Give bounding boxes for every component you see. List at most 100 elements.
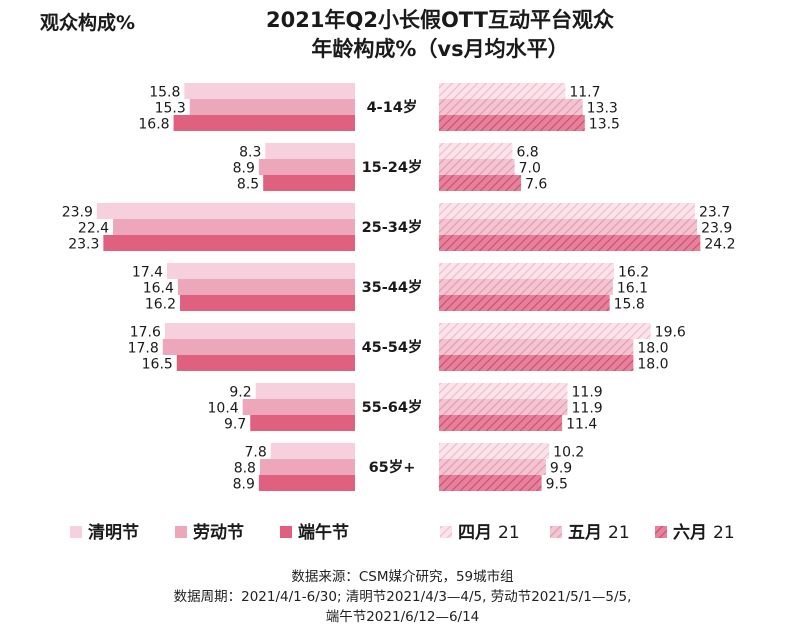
- chart-title: 2021年Q2小长假OTT互动平台观众 年龄构成%（vs月均水平）: [200, 6, 680, 64]
- right-bar: [439, 263, 614, 279]
- right-bar: [439, 443, 550, 459]
- right-bar: [439, 83, 566, 99]
- right-bar-value-label: 19.6: [655, 325, 686, 341]
- right-bar: [439, 279, 613, 295]
- left-bar: [176, 355, 355, 371]
- left-bar: [180, 295, 355, 311]
- right-bar: [439, 175, 522, 191]
- category-label: 35-44岁: [362, 278, 423, 296]
- right-bar-value-label: 9.5: [546, 477, 568, 493]
- right-bar: [439, 399, 568, 415]
- category-label: 65岁+: [369, 458, 416, 476]
- right-bar-value-label: 23.7: [699, 205, 730, 221]
- left-bar-value-label: 16.8: [138, 117, 169, 133]
- right-bar-value-label: 10.2: [553, 445, 584, 461]
- right-bar-value-label: 13.3: [587, 101, 618, 117]
- right-bar: [439, 475, 542, 491]
- right-bar: [439, 219, 698, 235]
- footer-notes: 数据来源：CSM媒介研究，59城市组 数据周期：2021/4/1-6/30; 清…: [0, 567, 805, 627]
- left-bar-value-label: 16.4: [143, 281, 174, 297]
- left-bar-value-label: 22.4: [78, 221, 109, 237]
- footer-period: 数据周期：2021/4/1-6/30; 清明节2021/4/3—4/5, 劳动节…: [173, 589, 632, 605]
- left-bar: [265, 143, 355, 159]
- category-label: 55-64岁: [362, 398, 423, 416]
- right-bar: [439, 295, 610, 311]
- legend-swatch: [280, 526, 292, 538]
- right-bar-value-label: 18.0: [637, 341, 668, 357]
- right-bar: [439, 355, 634, 371]
- right-bar-value-label: 18.0: [637, 357, 668, 373]
- left-bar-value-label: 9.2: [229, 385, 251, 401]
- left-bar-value-label: 10.4: [208, 401, 239, 417]
- legend-label: 端午节: [298, 522, 349, 543]
- left-bar: [162, 339, 355, 355]
- left-bar: [258, 475, 355, 491]
- right-bar-value-label: 13.5: [589, 117, 620, 133]
- legend-swatch: [70, 526, 82, 538]
- right-bar: [439, 459, 546, 475]
- left-bar-value-label: 23.3: [68, 237, 99, 253]
- left-bar: [173, 115, 355, 131]
- right-bar: [439, 383, 568, 399]
- left-bar-value-label: 17.6: [130, 325, 161, 341]
- legend-label: 六月 21: [673, 522, 735, 543]
- right-bar-value-label: 11.4: [566, 417, 597, 433]
- right-bar: [439, 115, 585, 131]
- chart-title-line1: 2021年Q2小长假OTT互动平台观众: [266, 8, 614, 32]
- left-bar-value-label: 7.8: [244, 445, 266, 461]
- left-bar-value-label: 23.9: [62, 205, 93, 221]
- right-bar: [439, 143, 513, 159]
- right-bar: [439, 203, 695, 219]
- legend-swatch: [550, 526, 562, 538]
- right-bar-value-label: 11.7: [569, 85, 600, 101]
- right-bar-value-label: 23.9: [701, 221, 732, 237]
- left-bar-value-label: 16.2: [145, 297, 176, 313]
- right-bar-value-label: 7.6: [525, 177, 547, 193]
- category-label: 4-14岁: [367, 98, 418, 116]
- left-bar-value-label: 8.3: [239, 145, 261, 161]
- legend-swatch: [440, 526, 452, 538]
- right-bar-value-label: 16.2: [618, 265, 649, 281]
- right-bar-value-label: 11.9: [572, 401, 603, 417]
- chart-title-line2: 年龄构成%（vs月均水平）: [311, 37, 569, 61]
- left-bar: [263, 175, 355, 191]
- right-bar: [439, 415, 563, 431]
- left-bar-value-label: 8.9: [233, 477, 255, 493]
- left-bar-value-label: 16.5: [142, 357, 173, 373]
- right-bar-value-label: 7.0: [519, 161, 541, 177]
- footer-source: 数据来源：CSM媒介研究，59城市组: [291, 569, 514, 585]
- legend-label: 五月 21: [568, 523, 630, 543]
- left-bar: [258, 159, 355, 175]
- legend-swatch: [175, 526, 187, 538]
- category-label: 25-34岁: [362, 218, 423, 236]
- legend-swatch: [655, 526, 667, 538]
- left-bar: [103, 235, 355, 251]
- left-bar-value-label: 17.8: [128, 341, 159, 357]
- legend-label: 四月 21: [458, 523, 520, 543]
- left-bar: [167, 263, 355, 279]
- legend-label: 清明节: [88, 522, 139, 543]
- right-bar: [439, 323, 651, 339]
- left-bar-value-label: 8.9: [233, 161, 255, 177]
- left-bar: [250, 415, 355, 431]
- left-bar-value-label: 15.3: [155, 101, 186, 117]
- right-bar-value-label: 16.1: [617, 281, 648, 297]
- left-bar: [242, 399, 355, 415]
- left-bar-value-label: 9.7: [224, 417, 246, 433]
- left-bar: [270, 443, 355, 459]
- right-bar-value-label: 9.9: [550, 461, 572, 477]
- right-bar-value-label: 6.8: [516, 145, 538, 161]
- right-bar: [439, 235, 701, 251]
- left-bar: [259, 459, 355, 475]
- left-bar: [177, 279, 355, 295]
- left-bar: [255, 383, 355, 399]
- left-bar-value-label: 15.8: [149, 85, 180, 101]
- right-bar-value-label: 24.2: [704, 237, 735, 253]
- left-bar: [96, 203, 355, 219]
- right-bar: [439, 99, 583, 115]
- left-bar: [189, 99, 355, 115]
- category-label: 45-54岁: [362, 338, 423, 356]
- right-bar-value-label: 11.9: [572, 385, 603, 401]
- left-bar: [113, 219, 355, 235]
